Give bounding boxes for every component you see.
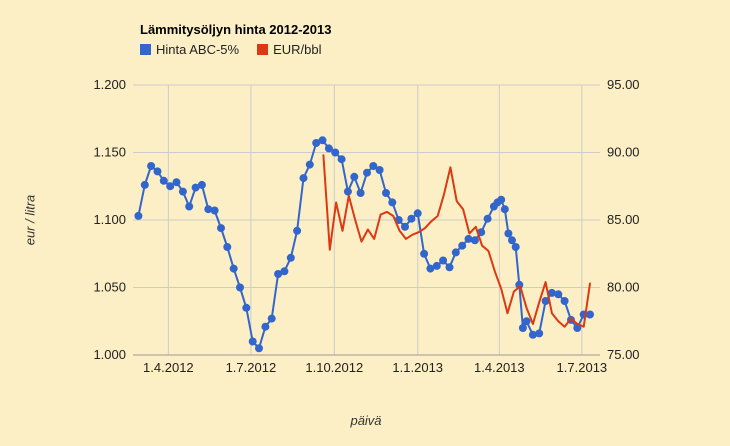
data-point <box>217 224 225 233</box>
data-point <box>350 172 359 181</box>
data-point <box>401 222 409 231</box>
data-point <box>331 148 340 157</box>
x-tick-label: 1.4.2013 <box>474 360 525 375</box>
data-point <box>363 168 371 177</box>
data-point <box>426 264 435 273</box>
data-point <box>522 317 531 326</box>
data-point <box>147 162 156 170</box>
data-point <box>337 155 346 164</box>
data-point <box>528 330 537 339</box>
data-point <box>356 189 365 197</box>
data-point <box>324 144 333 153</box>
y-left-tick-label: 1.000 <box>93 347 126 362</box>
y-right-tick-label: 75.00 <box>607 347 640 362</box>
data-point <box>312 139 321 147</box>
data-point <box>274 270 283 278</box>
x-tick-label: 1.1.2013 <box>392 360 443 375</box>
x-tick-label: 1.7.2013 <box>557 360 608 375</box>
data-point <box>547 288 556 297</box>
data-point <box>413 209 422 218</box>
legend-label: EUR/bbl <box>273 42 322 57</box>
data-point <box>159 176 168 185</box>
data-point <box>248 337 257 346</box>
data-point <box>153 167 162 176</box>
data-point <box>500 205 509 214</box>
data-point <box>504 229 513 238</box>
data-point <box>305 160 314 169</box>
series-line-EUR/bbl <box>322 154 591 328</box>
data-point <box>432 261 441 270</box>
data-point <box>286 253 295 262</box>
legend-item-eurbbl: EUR/bbl <box>257 42 322 57</box>
data-point <box>420 249 429 258</box>
data-point <box>497 195 506 204</box>
data-point <box>242 303 251 312</box>
legend-label: Hinta ABC-5% <box>156 42 240 57</box>
y-right-tick-label: 85.00 <box>607 212 640 227</box>
data-point <box>388 198 397 207</box>
data-point <box>382 189 390 197</box>
data-point <box>229 264 238 273</box>
data-point <box>343 187 352 196</box>
legend-swatch-red <box>257 44 269 55</box>
data-point <box>508 236 516 245</box>
data-point <box>369 162 378 170</box>
legend-item-hinta: Hinta ABC-5% <box>140 42 239 57</box>
y-left-tick-label: 1.150 <box>93 145 126 160</box>
data-point <box>439 256 448 265</box>
data-point <box>299 174 308 183</box>
data-point <box>573 324 582 332</box>
data-point <box>375 166 384 174</box>
y-right-tick-label: 90.00 <box>607 145 640 160</box>
data-point <box>464 234 473 243</box>
data-point <box>445 263 454 272</box>
data-point <box>191 183 200 192</box>
data-point <box>178 187 187 196</box>
data-point <box>458 241 467 250</box>
legend-swatch-blue <box>140 44 151 55</box>
data-point <box>293 226 302 235</box>
chart-title: Lämmitysöljyn hinta 2012-2013 <box>140 22 332 37</box>
x-tick-label: 1.4.2012 <box>143 360 194 375</box>
data-point <box>511 243 520 251</box>
data-point <box>255 344 263 353</box>
x-tick-label: 1.10.2012 <box>305 360 363 375</box>
data-point <box>541 297 550 305</box>
data-point <box>197 180 206 189</box>
y-left-tick-label: 1.050 <box>93 280 126 295</box>
data-point <box>554 290 563 299</box>
data-point <box>535 329 544 338</box>
data-point <box>210 206 219 215</box>
data-point <box>236 283 244 292</box>
data-point <box>318 136 327 145</box>
data-point <box>267 314 276 323</box>
y-left-tick-label: 1.100 <box>93 212 126 227</box>
data-point <box>470 236 479 245</box>
data-point <box>134 211 143 220</box>
data-point <box>166 182 175 191</box>
data-point <box>560 297 569 305</box>
data-point <box>261 322 270 331</box>
x-tick-label: 1.7.2012 <box>226 360 277 375</box>
data-point <box>451 248 460 257</box>
y-left-tick-label: 1.200 <box>93 77 126 92</box>
data-point <box>518 324 527 332</box>
data-point <box>140 180 149 189</box>
data-point <box>185 202 194 211</box>
x-axis-title: päivä <box>350 413 382 428</box>
data-point <box>586 310 594 319</box>
data-point <box>407 214 416 223</box>
data-point <box>223 243 232 251</box>
data-point <box>172 178 181 187</box>
data-point <box>280 267 289 276</box>
data-point <box>204 205 213 214</box>
data-point <box>483 214 492 223</box>
chart-legend: Hinta ABC-5% EUR/bbl <box>140 42 322 57</box>
y-right-tick-label: 80.00 <box>607 280 640 295</box>
y-right-tick-label: 95.00 <box>607 77 640 92</box>
